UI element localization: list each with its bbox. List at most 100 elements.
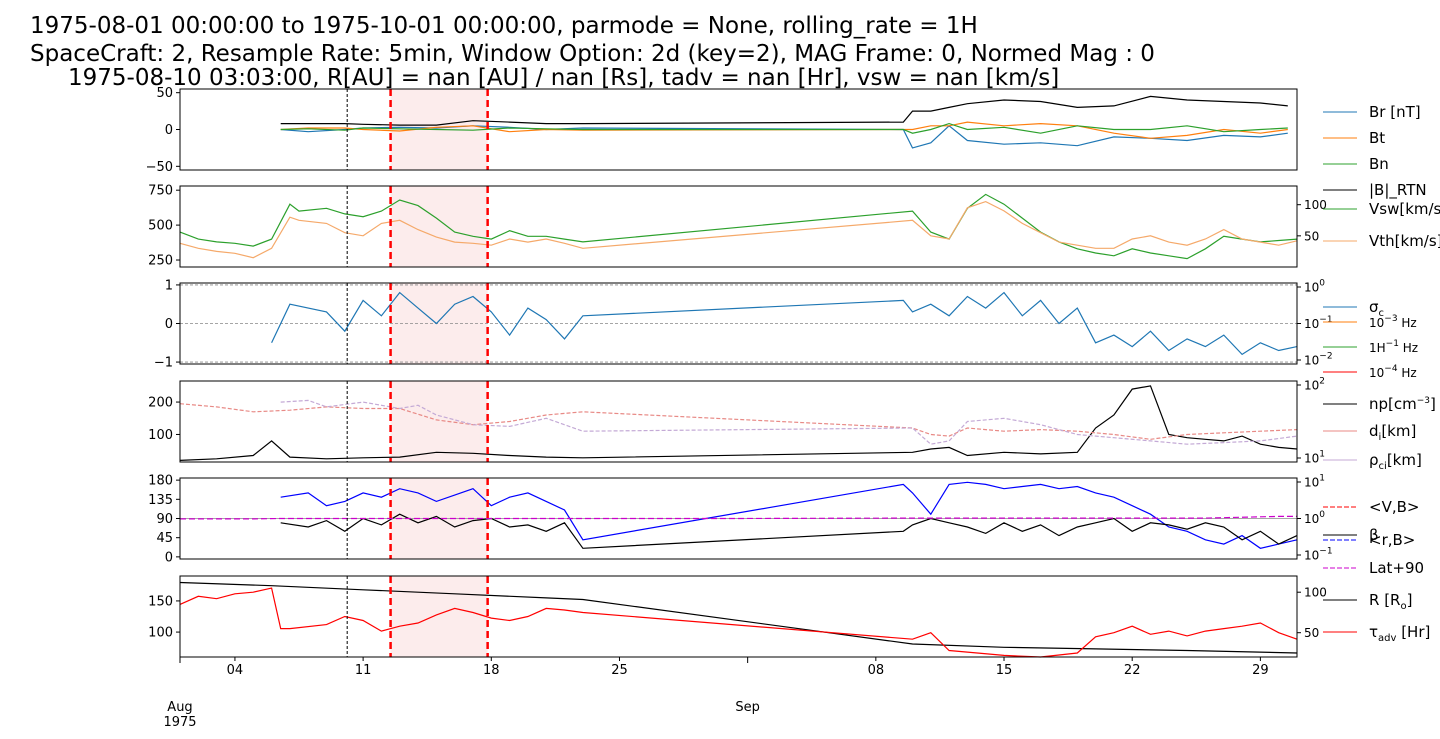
year-label: 1975	[163, 715, 196, 730]
right-ytick-exponent: 0	[1319, 279, 1325, 289]
ytick-label: 500	[148, 219, 173, 234]
right-ytick-exponent: 2	[1319, 377, 1325, 387]
legend-subscript: i	[1379, 432, 1382, 443]
xtick-label: 15	[996, 663, 1013, 678]
legend-tail: [Hr]	[1396, 623, 1430, 641]
legend-label: Bt	[1369, 129, 1385, 147]
ytick-label: −50	[146, 160, 173, 175]
xtick-label: 11	[355, 663, 372, 678]
right-ytick-exponent: 0	[1319, 510, 1325, 520]
legend-label: <r,B>	[1369, 531, 1415, 549]
series-br-nt-	[280, 125, 1288, 149]
ytick-label: 750	[148, 184, 173, 199]
right-ytick-label: 101	[1304, 474, 1325, 490]
ytick-label: 45	[156, 531, 173, 546]
legend-label: 10−4 Hz	[1369, 364, 1417, 380]
event-window-shade	[390, 381, 488, 462]
right-ytick-label: 50	[1304, 626, 1319, 640]
xtick-label: 22	[1124, 663, 1141, 678]
series-np-cm-3-	[179, 385, 1298, 461]
right-ytick-label: 100	[1304, 279, 1325, 295]
ytick-label: 135	[148, 493, 173, 508]
legend-label: Lat+90	[1369, 559, 1424, 577]
month-label: Aug	[167, 700, 192, 715]
series-lat-90	[180, 515, 1297, 520]
legend-rest: Hz	[1399, 341, 1418, 355]
legend-label: di[km]	[1369, 422, 1416, 443]
right-ytick-exponent: 1	[1319, 474, 1325, 484]
legend-rest: Hz	[1398, 366, 1417, 380]
series-r-r-o-	[179, 581, 1298, 654]
series--ci-km-	[280, 399, 1298, 445]
panel-density-scales: 200 100 102 101 np[cm−3] di[km] ρci[km]	[148, 377, 1436, 473]
legend-label: Br [nT]	[1369, 103, 1421, 121]
legend-rest: ]	[1430, 395, 1436, 413]
legend-rest: Hz	[1398, 316, 1417, 330]
xtick-label: 25	[611, 663, 628, 678]
xtick-label: 04	[227, 663, 244, 678]
panel-frame	[179, 185, 1298, 268]
ytick-label: 0	[165, 123, 173, 138]
ytick-label: 1	[165, 278, 173, 293]
title-line-2: SpaceCraft: 2, Resample Rate: 5min, Wind…	[30, 41, 1155, 67]
legend-label: β	[1369, 526, 1379, 544]
legend-subscript: ci	[1379, 461, 1387, 472]
legend-label: τadv [Hr]	[1369, 623, 1430, 644]
right-ytick-exponent: −2	[1319, 352, 1332, 362]
ytick-label: 200	[148, 396, 173, 411]
legend-subscript: adv	[1378, 633, 1396, 644]
legend-exponent: −4	[1384, 364, 1398, 374]
legend-label: ρci[km]	[1369, 451, 1422, 472]
ytick-label: 180	[148, 474, 173, 489]
series--c	[271, 291, 1298, 356]
legend-label: Bn	[1369, 155, 1389, 173]
event-window-shade	[390, 186, 488, 267]
ytick-label: 90	[156, 512, 173, 527]
title-line-3: 1975-08-10 03:03:00, R[AU] = nan [AU] / …	[68, 65, 1060, 91]
title-line-1: 1975-08-01 00:00:00 to 1975-10-01 00:00:…	[30, 13, 978, 39]
legend-label: |B|_RTN	[1369, 181, 1427, 200]
series-vth-km-s-	[179, 200, 1298, 259]
x-axis: 04 11 18 25 08 15 22 29 Aug Sep 1975	[163, 657, 1269, 730]
right-ytick-label: 100	[1304, 198, 1327, 212]
legend-exponent: −3	[1417, 396, 1430, 406]
series-bn	[280, 122, 1288, 134]
panel-magnetic-field: 50 0 −50 Br [nT] Bt Bn |B|_RTN	[146, 86, 1427, 200]
right-ytick-label: 50	[1304, 229, 1319, 243]
right-ytick-label: 100	[1304, 586, 1327, 600]
ytick-label: 100	[148, 428, 173, 443]
series-bt	[280, 121, 1288, 139]
month-label: Sep	[735, 700, 760, 715]
series--r-b-	[280, 481, 1298, 549]
right-ytick-label: 102	[1304, 377, 1325, 393]
ytick-label: 0	[165, 317, 173, 332]
xtick-label: 18	[483, 663, 500, 678]
legend-label: 10−3 Hz	[1369, 314, 1417, 330]
xtick-label: 08	[868, 663, 885, 678]
legend-tail: [km]	[1387, 451, 1422, 469]
event-window-shade	[390, 576, 488, 657]
series-d-i-km-	[179, 403, 1298, 440]
ytick-label: −1	[154, 356, 173, 371]
right-ytick-label: 100	[1304, 510, 1325, 526]
ytick-label: 50	[156, 86, 173, 101]
right-ytick-label: 10−1	[1304, 547, 1333, 563]
right-ytick-exponent: 1	[1319, 450, 1325, 460]
legend-tail: [km]	[1381, 422, 1416, 440]
xtick-label: 29	[1252, 663, 1269, 678]
legend-label: np[cm−3]	[1369, 395, 1436, 413]
panel-solar-wind-speed: 750 500 250 100 50 Vsw[km/s] Vth[km/s]	[148, 184, 1440, 269]
legend-label: Vth[km/s]	[1369, 232, 1440, 250]
right-ytick-label: 10−2	[1304, 352, 1333, 368]
legend-tail: ]	[1407, 591, 1413, 609]
panel-frame	[179, 575, 1298, 658]
ytick-label: 250	[148, 254, 173, 269]
series-vsw-km-s-	[179, 193, 1298, 260]
legend-subscript: o	[1400, 601, 1406, 612]
ytick-label: 100	[148, 626, 173, 641]
legend-label: R [Ro]	[1369, 591, 1412, 612]
panel-frame	[179, 380, 1298, 463]
right-ytick-label: 10−1	[1304, 315, 1333, 331]
